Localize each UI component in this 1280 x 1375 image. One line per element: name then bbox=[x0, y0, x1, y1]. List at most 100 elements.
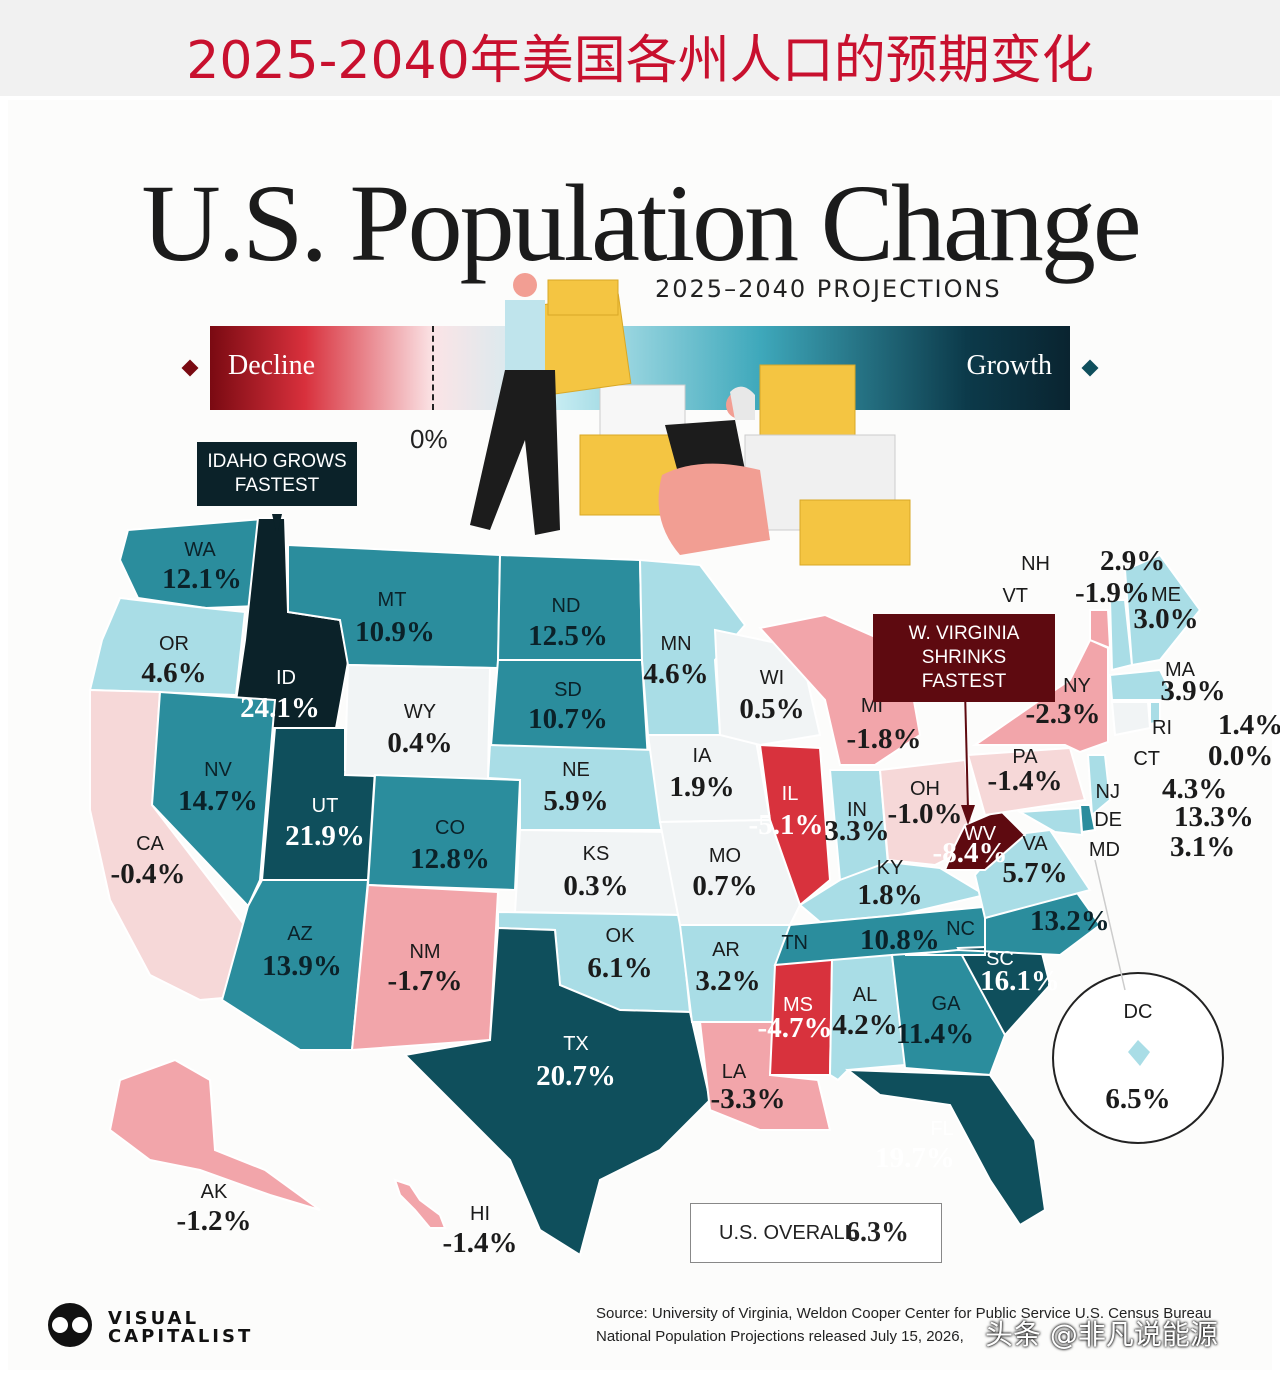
state-value-nv: 14.7% bbox=[178, 785, 258, 817]
state-value-nh: 2.9% bbox=[1100, 545, 1165, 577]
state-value-ky: 1.8% bbox=[857, 879, 922, 911]
source-line-2: National Population Projections released… bbox=[596, 1328, 964, 1345]
state-value-il: -5.1% bbox=[749, 809, 824, 841]
state-abbr-wv: WV bbox=[964, 823, 997, 845]
state-abbr-ri: RI bbox=[1152, 717, 1172, 739]
state-abbr-mn: MN bbox=[660, 633, 691, 655]
state-abbr-nc: NC bbox=[946, 918, 975, 940]
state-value-dc: 6.5% bbox=[1105, 1083, 1170, 1115]
state-abbr-de: DE bbox=[1094, 809, 1122, 831]
moving-people-illustration bbox=[470, 273, 911, 566]
state-shape-tx bbox=[402, 926, 712, 1257]
state-value-de: 13.3% bbox=[1174, 801, 1254, 833]
state-value-va: 5.7% bbox=[1002, 857, 1067, 889]
state-value-ia: 1.9% bbox=[669, 771, 734, 803]
state-abbr-ok: OK bbox=[606, 925, 636, 947]
state-value-ar: 3.2% bbox=[695, 965, 760, 997]
state-value-md: 3.1% bbox=[1170, 831, 1235, 863]
state-abbr-mo: MO bbox=[709, 845, 741, 867]
state-abbr-sd: SD bbox=[554, 679, 582, 701]
state-abbr-ct: CT bbox=[1133, 748, 1160, 770]
state-abbr-nh: NH bbox=[1021, 553, 1050, 575]
header-banner: 2025-2040年美国各州人口的预期变化 bbox=[0, 0, 1280, 96]
page-subtitle: 2025–2040 PROJECTIONS bbox=[655, 275, 1002, 303]
state-shape-pa bbox=[966, 746, 1087, 817]
state-abbr-nd: ND bbox=[552, 595, 581, 617]
state-abbr-dc: DC bbox=[1124, 1001, 1153, 1023]
state-abbr-id: ID bbox=[276, 667, 296, 689]
state-abbr-mt: MT bbox=[378, 589, 407, 611]
state-value-ks: 0.3% bbox=[563, 870, 628, 902]
wv-callout-line bbox=[964, 689, 969, 811]
state-value-ca: -0.4% bbox=[111, 858, 186, 890]
state-value-ct: 0.0% bbox=[1208, 740, 1273, 772]
state-value-nc: 13.2% bbox=[1030, 905, 1110, 937]
state-value-hi: -1.4% bbox=[443, 1227, 518, 1259]
state-shape-nj bbox=[1086, 754, 1112, 818]
state-value-fl: 19.7% bbox=[875, 1142, 955, 1174]
source-line-1: Source: University of Virginia, Weldon C… bbox=[596, 1305, 1212, 1322]
state-value-ak: -1.2% bbox=[177, 1205, 252, 1237]
state-abbr-nm: NM bbox=[409, 941, 440, 963]
state-abbr-fl: FL bbox=[930, 1118, 953, 1140]
state-value-ok: 6.1% bbox=[587, 952, 652, 984]
state-value-mn: 4.6% bbox=[643, 658, 708, 690]
source-note: Source: University of Virginia, Weldon C… bbox=[596, 1302, 1212, 1348]
state-shape-il bbox=[758, 743, 832, 907]
state-abbr-wy: WY bbox=[404, 701, 436, 723]
wv-callout: W. VIRGINIA SHRINKS FASTEST bbox=[873, 614, 1055, 702]
state-value-mi: -1.8% bbox=[847, 723, 922, 755]
us-overall-label: U.S. OVERALL bbox=[719, 1222, 856, 1244]
state-shape-vt bbox=[1089, 609, 1112, 650]
state-shape-fl bbox=[844, 1068, 1047, 1227]
state-abbr-ca: CA bbox=[136, 833, 164, 855]
state-abbr-ga: GA bbox=[932, 993, 962, 1015]
state-value-pa: -1.4% bbox=[988, 765, 1063, 797]
state-value-ne: 5.9% bbox=[543, 785, 608, 817]
brand-line-2: CAPITALIST bbox=[108, 1326, 254, 1347]
state-value-mt: 10.9% bbox=[355, 616, 435, 648]
state-value-tn: 10.8% bbox=[860, 924, 940, 956]
state-shape-md bbox=[1016, 806, 1084, 837]
state-shape-ri bbox=[1149, 701, 1161, 726]
brand-logo-text: VISUAL CAPITALIST bbox=[108, 1310, 253, 1346]
legend-zero-line bbox=[432, 326, 434, 410]
state-value-sc: 16.1% bbox=[980, 965, 1060, 997]
state-value-mo: 0.7% bbox=[692, 870, 757, 902]
state-value-nd: 12.5% bbox=[528, 620, 608, 652]
state-shape-ak bbox=[108, 1058, 321, 1211]
state-abbr-nj: NJ bbox=[1096, 781, 1120, 803]
state-abbr-in: IN bbox=[847, 799, 867, 821]
state-shape-hi bbox=[393, 1178, 447, 1229]
state-abbr-hi: HI bbox=[470, 1203, 490, 1225]
us-overall-value: 6.3% bbox=[846, 1217, 909, 1248]
state-value-la: -3.3% bbox=[711, 1083, 786, 1115]
state-value-ma: 3.9% bbox=[1160, 675, 1225, 707]
state-value-ms: -4.7% bbox=[758, 1012, 833, 1044]
state-abbr-ia: IA bbox=[693, 745, 713, 767]
state-value-ri: 1.4% bbox=[1218, 709, 1280, 741]
state-value-sd: 10.7% bbox=[528, 703, 608, 735]
state-abbr-oh: OH bbox=[910, 778, 940, 800]
state-value-or: 4.6% bbox=[141, 657, 206, 689]
state-value-co: 12.8% bbox=[410, 843, 490, 875]
state-abbr-al: AL bbox=[853, 984, 877, 1006]
brand-line-1: VISUAL bbox=[108, 1308, 200, 1329]
state-shape-mo bbox=[658, 818, 802, 926]
state-value-in: 3.3% bbox=[824, 815, 889, 847]
state-abbr-az: AZ bbox=[287, 923, 313, 945]
state-value-vt: -1.9% bbox=[1075, 577, 1150, 609]
state-abbr-vt: VT bbox=[1002, 585, 1028, 607]
wv-callout-pointer bbox=[961, 805, 975, 825]
state-abbr-ut: UT bbox=[312, 795, 339, 817]
state-abbr-wa: WA bbox=[184, 539, 216, 561]
state-shape-co bbox=[366, 773, 522, 892]
state-value-wa: 12.1% bbox=[162, 563, 242, 595]
state-abbr-ny: NY bbox=[1063, 675, 1091, 697]
state-value-oh: -1.0% bbox=[888, 798, 963, 830]
legend-growth-label: Growth bbox=[966, 350, 1052, 381]
state-shape-ct bbox=[1110, 701, 1152, 737]
page-title: U.S. Population Change bbox=[141, 162, 1141, 284]
state-abbr-or: OR bbox=[159, 633, 189, 655]
state-abbr-il: IL bbox=[782, 783, 799, 805]
